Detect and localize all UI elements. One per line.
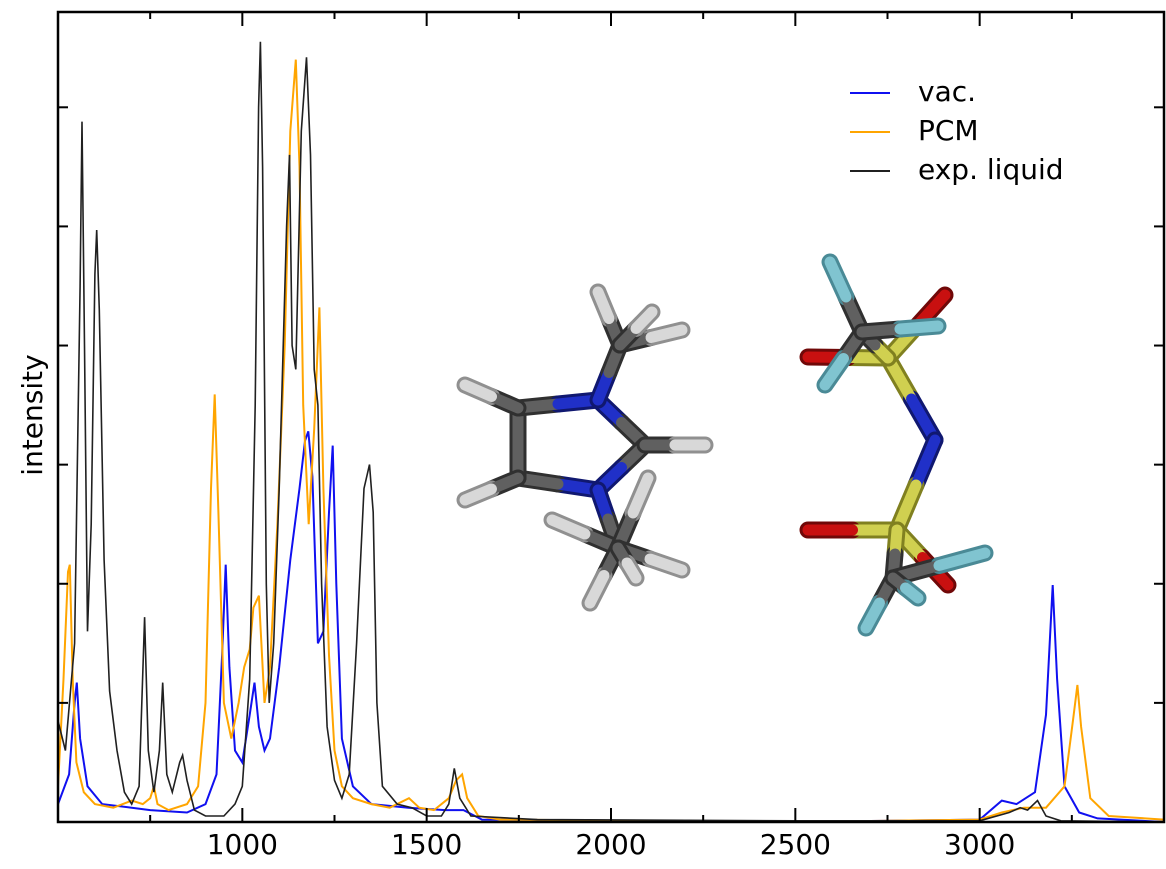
- bond: [627, 563, 636, 578]
- chart: intensity 1000 1500 2000 2500 3000 vac. PCM exp…: [0, 0, 1166, 865]
- molecule-illustration: [465, 262, 985, 628]
- y-axis-label: intensity: [16, 354, 49, 475]
- bond: [900, 326, 938, 329]
- x-tick-label: 2000: [575, 828, 646, 861]
- bond: [590, 576, 604, 604]
- bond: [906, 588, 919, 598]
- legend-label: vac.: [918, 75, 976, 108]
- bond: [552, 520, 585, 534]
- bond: [862, 329, 900, 332]
- bond: [830, 262, 846, 297]
- bond: [633, 478, 648, 513]
- series-line: [58, 431, 1164, 822]
- x-tick-label: 2500: [760, 828, 831, 861]
- x-tick-label: 1500: [391, 828, 462, 861]
- bond: [651, 330, 682, 338]
- legend-label: PCM: [918, 114, 979, 147]
- x-tick-label: 1000: [207, 828, 278, 861]
- legend-label: exp. liquid: [918, 153, 1064, 186]
- page: {"chart_data": {"type": "line", "y_label…: [0, 0, 1166, 865]
- x-tick-label: 3000: [944, 828, 1015, 861]
